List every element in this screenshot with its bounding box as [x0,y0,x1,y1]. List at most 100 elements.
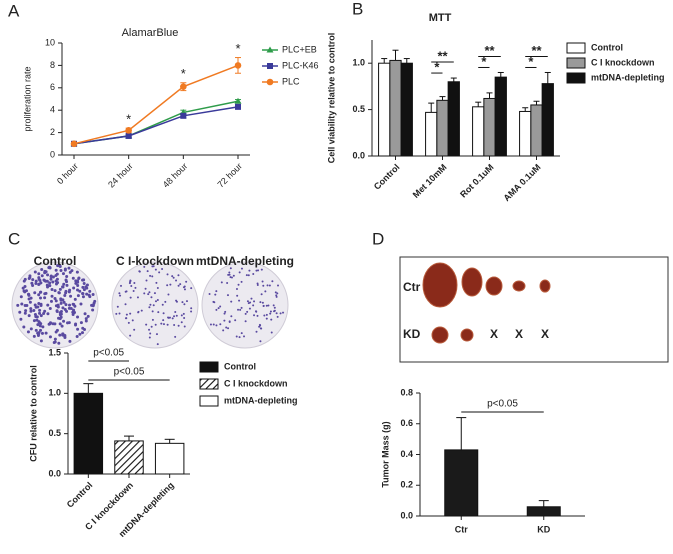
colony [37,272,41,276]
colony [44,291,48,295]
colony [50,294,54,298]
colony [46,312,50,316]
legend-swatch [199,378,219,390]
colony [213,301,216,304]
colony [232,274,235,277]
colony [119,294,122,297]
colony [39,296,43,300]
colony [50,288,54,292]
colony [63,268,67,272]
y-tick-label: 0.5 [48,428,61,438]
colony [158,271,161,274]
colony [228,321,231,324]
point [180,83,187,90]
y-tick-label: 0.0 [400,510,413,520]
colony [237,283,240,286]
colony [259,301,262,304]
colony [185,280,188,283]
colony [40,331,44,335]
p-value: p<0.05 [93,348,124,359]
colony [240,267,243,270]
colony [76,284,80,288]
bar [541,83,554,157]
colony [56,303,60,307]
colony [152,304,155,307]
y-tick-label: 8 [50,60,55,70]
colony [26,330,30,334]
colony [84,317,88,321]
colony [255,330,258,333]
legend-label: PLC [282,76,300,86]
colony [43,296,47,300]
colony [256,314,259,317]
colony [67,321,71,325]
colony [68,303,72,307]
colony [180,314,183,317]
colony [156,343,159,346]
legend-marker [267,63,273,69]
tumor [512,280,526,292]
colony [143,292,146,295]
colony [59,301,63,305]
colony [162,323,165,326]
colony [58,287,62,291]
colony [167,293,170,296]
colony [260,293,263,296]
colony [282,311,285,314]
legend-label: C I knockdown [591,57,655,67]
colony [53,322,57,326]
colony [235,335,238,338]
colony [52,341,56,345]
colony [63,308,67,312]
colony [29,309,33,313]
colony [212,323,215,326]
colony [177,324,180,327]
y-tick-label: 1.0 [48,388,61,398]
colony [62,319,66,323]
colony [93,299,97,303]
colony [144,287,147,290]
colony [149,274,152,277]
y-axis-label: proliferation rate [22,66,32,131]
x-tick-label: 24 hour [106,161,135,190]
colony [63,294,67,298]
colony [56,281,60,285]
bar [444,449,479,517]
colony [148,328,151,331]
colony [157,311,160,314]
legend-marker [266,46,274,53]
colony [61,272,65,276]
tumor [485,276,503,296]
colony [33,303,37,307]
colony [28,300,32,304]
colony [124,290,127,293]
colony [23,311,27,315]
significance: * [481,54,487,69]
colony [37,293,41,297]
significance: * [434,59,440,74]
colony [19,295,23,299]
colony [79,302,83,306]
point [234,62,242,69]
colony [220,281,223,284]
colony [76,315,80,319]
colony [175,300,178,303]
colony [267,304,270,307]
point [125,132,132,139]
colony [128,280,131,283]
colony [250,297,253,300]
bar [483,97,496,157]
colony [61,285,65,289]
chart-title: MTT [429,12,452,24]
colony [248,269,251,272]
colony [146,270,149,273]
colony [244,320,247,323]
y-tick-label: 0.0 [48,468,61,478]
colony [154,323,157,326]
colony [48,284,52,288]
colony [275,295,278,298]
colony [24,309,28,313]
colony [87,293,91,297]
colony [183,303,186,306]
